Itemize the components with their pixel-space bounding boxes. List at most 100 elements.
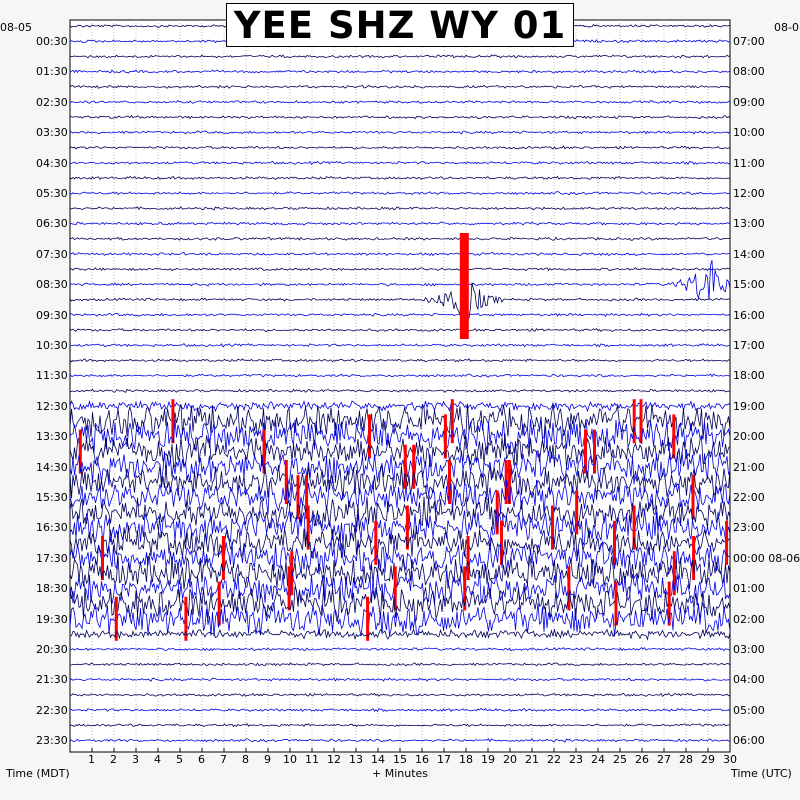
right-time-label: 04:00	[733, 673, 765, 687]
seismic-trace	[69, 677, 730, 682]
clipped-spike	[567, 566, 571, 611]
x-tick-label: 8	[242, 753, 249, 766]
clipped-spike	[374, 520, 378, 565]
left-time-label: 15:30	[36, 491, 68, 504]
right-time-label: 12:00	[733, 187, 765, 200]
left-time-label: 21:30	[36, 673, 68, 687]
x-tick-label: 5	[176, 753, 183, 766]
seismic-trace	[69, 569, 731, 606]
x-axis-label: + Minutes	[372, 767, 429, 780]
x-tick-label: 13	[349, 753, 363, 766]
seismic-trace	[69, 160, 731, 166]
clipped-spike	[443, 414, 447, 459]
right-time-label: 15:00	[733, 278, 765, 292]
right-time-label: 17:00	[733, 339, 765, 352]
clipped-spike	[305, 475, 309, 520]
right-time-label: 18:00	[733, 369, 765, 383]
right-time-label: 23:00	[733, 521, 765, 535]
clipped-spike	[114, 596, 118, 641]
x-tick-label: 18	[459, 753, 473, 766]
seismic-trace	[69, 145, 731, 150]
x-tick-label: 23	[569, 753, 583, 766]
x-tick-label: 26	[635, 753, 649, 766]
seismic-trace	[69, 496, 731, 531]
right-time-label: 07:00	[733, 35, 765, 48]
left-time-label: 13:30	[36, 430, 68, 444]
clipped-spike	[296, 475, 300, 520]
x-tick-label: 2	[110, 753, 117, 766]
left-time-label: 07:30	[36, 247, 68, 261]
seismic-trace	[69, 115, 731, 120]
clipped-spike	[221, 536, 225, 580]
seismic-trace	[69, 509, 731, 547]
clipped-spike	[593, 429, 596, 474]
left-time-label: 17:30	[36, 551, 68, 565]
x-tick-label: 27	[657, 753, 671, 766]
clipped-spike	[500, 520, 503, 565]
seismic-trace	[69, 236, 731, 241]
seismic-trace	[69, 418, 731, 455]
x-tick-label: 3	[132, 753, 139, 766]
x-tick-label: 16	[415, 753, 429, 766]
left-time-label: 06:30	[36, 217, 68, 231]
seismic-trace	[69, 602, 731, 637]
x-axis-left-label: Time (MDT)	[6, 767, 70, 780]
x-tick-label: 21	[525, 753, 539, 766]
x-tick-label: 19	[481, 753, 495, 766]
right-time-label: 22:00	[733, 491, 765, 504]
seismic-trace	[69, 206, 731, 211]
clipped-spike	[403, 444, 407, 489]
clipped-spike	[184, 596, 188, 641]
x-tick-label: 15	[393, 753, 407, 766]
left-time-label: 04:30	[36, 156, 68, 170]
right-time-label: 10:00	[733, 126, 765, 140]
right-time-label: 11:00	[733, 156, 765, 170]
seismic-trace	[69, 267, 731, 272]
clipped-spike	[284, 460, 288, 504]
seismic-trace	[69, 555, 731, 590]
clipped-spike	[466, 536, 470, 580]
clipped-spike	[405, 505, 409, 550]
left-time-label: 00:30	[36, 35, 68, 48]
seismic-trace	[69, 69, 731, 74]
right-time-label: 03:00	[733, 643, 765, 656]
clipped-spike	[632, 505, 636, 550]
left-time-label: 18:30	[36, 582, 68, 596]
seismic-trace	[69, 524, 731, 559]
x-tick-label: 14	[371, 753, 385, 766]
left-time-label: 11:30	[36, 369, 68, 383]
left-time-label: 12:30	[36, 399, 68, 413]
seismic-trace	[69, 358, 731, 363]
clipped-spike	[632, 399, 636, 444]
x-tick-label: 4	[154, 753, 161, 766]
x-tick-label: 7	[220, 753, 227, 766]
left-time-label: 02:30	[36, 95, 68, 109]
x-tick-label: 30	[723, 753, 737, 766]
clipped-spike	[450, 399, 454, 444]
seismic-trace	[69, 84, 731, 89]
right-time-label: 06:00	[733, 734, 765, 748]
clipped-spike	[639, 399, 643, 444]
clipped-event-marker	[459, 233, 469, 339]
clipped-spike	[448, 460, 451, 504]
seismic-trace	[69, 585, 731, 622]
right-time-label: 13:00	[733, 217, 765, 231]
seismic-trace	[69, 130, 731, 135]
seismic-trace	[69, 738, 731, 743]
left-time-label: 22:30	[36, 703, 68, 717]
seismic-trace	[69, 540, 731, 576]
seismic-trace	[69, 99, 731, 105]
seismic-trace	[69, 388, 731, 393]
seismic-trace	[69, 479, 731, 515]
clipped-spike	[692, 536, 696, 580]
clipped-spike	[101, 536, 104, 580]
x-tick-label: 25	[613, 753, 627, 766]
seismic-trace	[69, 448, 731, 486]
x-tick-label: 24	[591, 753, 605, 766]
seismic-trace	[69, 312, 731, 317]
right-time-label: 09:00	[733, 95, 765, 109]
seismic-trace	[69, 627, 731, 641]
right-time-label: 01:00	[733, 582, 765, 596]
clipped-spike	[584, 429, 587, 474]
clipped-spike	[287, 566, 291, 611]
